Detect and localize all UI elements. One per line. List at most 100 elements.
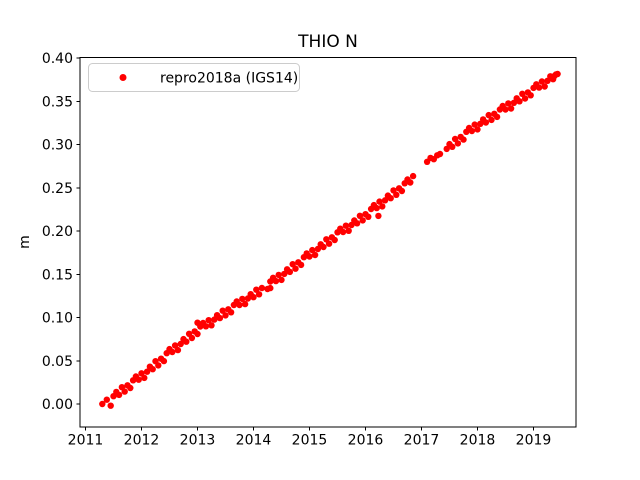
data-point (527, 92, 534, 99)
data-point (216, 314, 224, 322)
data-point (250, 294, 257, 301)
data-point (141, 374, 148, 382)
y-tick-label: 0.00 (42, 397, 73, 413)
data-point (320, 243, 327, 251)
data-point (359, 217, 366, 224)
x-tick-label: 2014 (236, 433, 272, 449)
y-tick-label: 0.20 (42, 224, 73, 240)
x-tick-label: 2013 (180, 433, 216, 449)
data-point (143, 368, 151, 375)
data-point (99, 400, 106, 408)
data-point (149, 366, 156, 373)
data-point (103, 396, 111, 403)
data-point (502, 106, 509, 113)
data-point (275, 271, 282, 279)
x-tick-label: 2017 (404, 433, 440, 449)
data-point (169, 348, 176, 356)
x-tick-label: 2011 (68, 433, 104, 449)
x-tick-label: 2019 (516, 433, 552, 449)
chart-title: THIO N (297, 32, 358, 52)
data-point (365, 213, 372, 220)
x-tick-label: 2016 (348, 433, 384, 449)
data-point (493, 113, 501, 121)
data-point (272, 277, 280, 285)
data-point (309, 246, 316, 254)
data-point (183, 338, 190, 345)
data-point (535, 84, 543, 91)
data-point (387, 195, 394, 202)
data-point (345, 227, 352, 234)
data-point (205, 317, 212, 324)
data-point (160, 357, 168, 365)
data-point (373, 204, 380, 212)
data-point (239, 295, 246, 303)
data-point (227, 309, 235, 316)
data-point (474, 126, 481, 133)
y-tick-label: 0.25 (42, 181, 73, 197)
data-points-layer (99, 70, 561, 409)
data-point (541, 83, 548, 90)
y-tick-label: 0.35 (42, 94, 73, 110)
data-point (339, 228, 347, 236)
legend: repro2018a (IGS14) (88, 63, 300, 92)
data-point (311, 251, 319, 259)
data-point (115, 391, 123, 399)
data-point (342, 222, 350, 229)
x-tick-label: 2015 (292, 433, 328, 449)
y-tick-label: 0.15 (42, 267, 73, 283)
data-point (171, 342, 179, 349)
axes-frame (79, 57, 577, 428)
data-point (202, 323, 210, 330)
data-point (468, 127, 476, 135)
data-point (194, 330, 201, 338)
data-point (236, 301, 243, 309)
data-point (281, 270, 288, 278)
data-point (398, 187, 406, 195)
data-point (253, 286, 260, 293)
data-point (379, 203, 386, 210)
data-point (241, 300, 249, 308)
data-point (375, 212, 382, 220)
data-point (409, 172, 417, 180)
data-point (155, 362, 162, 369)
data-point (331, 236, 338, 244)
data-point (306, 253, 313, 260)
legend-marker-dot-icon (119, 74, 127, 81)
data-point (138, 370, 145, 377)
data-point (485, 111, 492, 119)
data-point (208, 322, 215, 329)
x-tick-label: 2018 (460, 433, 496, 449)
data-point (267, 284, 274, 292)
y-axis-ticks: 0.00 0.05 0.10 0.15 0.20 0.25 0.30 0.35 0.40 (42, 51, 80, 413)
data-point (286, 268, 294, 276)
x-axis-ticks: 2011 2012 2013 2014 2015 2016 2017 2018 2019 (68, 427, 552, 449)
data-point (222, 312, 229, 319)
data-point (381, 197, 389, 204)
data-point (393, 191, 400, 198)
data-point (538, 78, 546, 85)
data-point (353, 220, 361, 227)
data-point (292, 265, 299, 272)
data-point (521, 95, 529, 102)
data-point (297, 261, 305, 269)
data-point (356, 212, 364, 219)
data-point (554, 70, 561, 78)
data-point (376, 198, 383, 205)
y-tick-label: 0.40 (42, 51, 73, 67)
data-point (177, 340, 184, 348)
data-point (449, 143, 456, 150)
x-tick-label: 2012 (124, 433, 160, 449)
data-point (135, 376, 142, 383)
legend-label: repro2018a (IGS14) (160, 71, 298, 87)
data-point (407, 179, 414, 186)
y-tick-label: 0.30 (42, 138, 73, 154)
data-point (488, 116, 495, 124)
y-tick-label: 0.10 (42, 311, 73, 327)
data-point (443, 145, 450, 153)
data-point (219, 307, 226, 314)
y-axis-label: m (17, 235, 33, 249)
data-point (258, 284, 266, 292)
data-point (121, 388, 128, 395)
